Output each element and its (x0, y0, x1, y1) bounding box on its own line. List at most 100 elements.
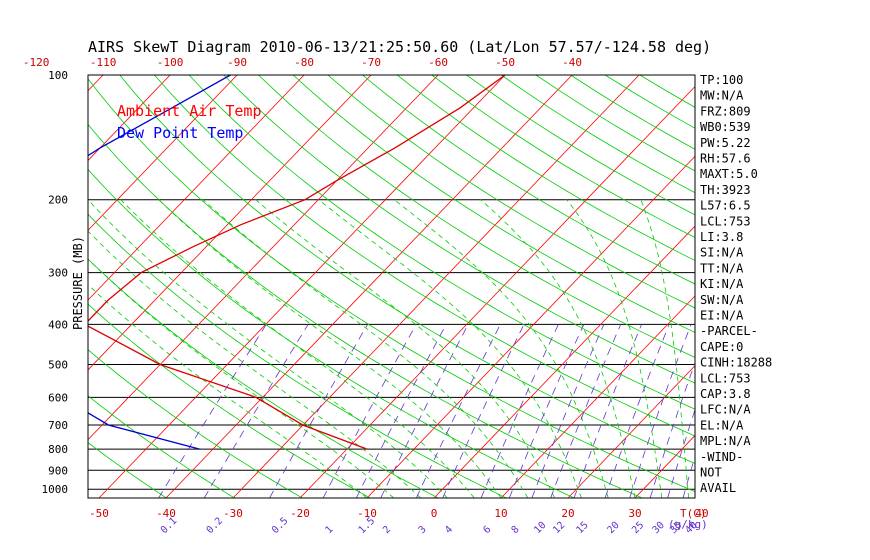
bottom-temp-tick-label: 20 (561, 507, 574, 520)
bottom-temp-tick-label: 10 (494, 507, 507, 520)
dry-adiabat-line (88, 349, 303, 498)
mixing-ratio-label: 6 (481, 524, 493, 536)
side-panel-item: WB0:539 (700, 120, 751, 134)
dry-adiabat-line (258, 75, 695, 358)
isotherm-line (500, 295, 695, 498)
mixing-ratio-line (550, 324, 622, 498)
mixing-ratio-label: 12 (551, 520, 567, 536)
bottom-temp-tick-label: 40 (695, 507, 708, 520)
mixing-ratio-line (531, 324, 605, 498)
dry-adiabat-line (88, 213, 507, 498)
pressure-tick-label: 800 (48, 443, 68, 456)
side-panel-item: KI:N/A (700, 277, 744, 291)
side-panel-item: SI:N/A (700, 246, 744, 260)
moist-adiabat-line (480, 199, 636, 498)
pressure-tick-label: 600 (48, 391, 68, 404)
bottom-temp-tick-label: -20 (290, 507, 310, 520)
side-panel-item: MAXT:5.0 (700, 167, 758, 181)
isotherm-line (88, 75, 439, 441)
dry-adiabat-line (154, 75, 695, 437)
isotherm-line (0, 75, 36, 498)
dry-adiabat-line (327, 75, 695, 309)
dry-adiabat-line (88, 395, 235, 498)
dry-adiabat-line (362, 75, 695, 285)
moist-adiabat-line (88, 284, 368, 498)
pressure-tick-label: 200 (48, 194, 68, 207)
dry-adiabat-line (119, 75, 695, 464)
side-panel-item: LCL:753 (700, 214, 751, 228)
moist-adiabat-line (158, 199, 502, 498)
mixing-ratio-label: 10 (532, 520, 548, 536)
bottom-temp-tick-label: -50 (89, 507, 109, 520)
chart-title: AIRS SkewT Diagram 2010-06-13/21:25:50.6… (88, 38, 711, 56)
side-panel-item: -PARCEL- (700, 324, 758, 338)
mixing-ratio-line (416, 324, 501, 498)
pressure-tick-label: 1000 (42, 483, 69, 496)
dry-adiabat-line (88, 442, 167, 498)
top-temp-tick-label: -80 (294, 56, 314, 69)
side-panel-item: -WIND- (700, 450, 743, 464)
mixing-ratio-line (682, 455, 695, 498)
side-panel-item: EI:N/A (700, 309, 744, 323)
y-axis-label: PRESSURE (MB) (71, 236, 85, 330)
dry-adiabat-line (292, 75, 695, 333)
bottom-temp-tick-label: 0 (431, 507, 438, 520)
side-panel-item: MPL:N/A (700, 434, 751, 448)
side-panel-item: AVAIL (700, 481, 736, 495)
top-temp-tick-label: -120 (23, 56, 50, 69)
mixing-ratio-line (380, 324, 469, 498)
side-panel-item: LFC:N/A (700, 403, 751, 417)
isotherm-line (232, 75, 640, 498)
bottom-temp-tick-label: -30 (223, 507, 243, 520)
mixing-ratio-line (203, 324, 309, 498)
moist-adiabat-line (566, 199, 663, 498)
side-panel-item: SW:N/A (700, 293, 744, 307)
mixing-ratio-line (355, 324, 447, 498)
dry-adiabat-line (223, 75, 695, 384)
top-temp-tick-label: -40 (562, 56, 582, 69)
mixing-ratio-label: 0.2 (205, 516, 226, 537)
moist-adiabat-line (393, 199, 609, 498)
mixing-ratio-line (269, 324, 368, 498)
pressure-tick-label: 300 (48, 267, 68, 280)
temperature-line (88, 75, 506, 450)
mixing-ratio-label: 20 (605, 520, 621, 536)
pressure-tick-label: 900 (48, 464, 68, 477)
side-panel-item: L57:6.5 (700, 199, 751, 213)
top-temp-tick-label: -90 (227, 56, 247, 69)
dewpoint-line (88, 75, 231, 450)
mixing-ratio-line (158, 324, 267, 498)
dry-adiabat-line (88, 303, 371, 498)
mixing-ratio-label: 0.5 (270, 516, 291, 537)
side-panel-item: LCL:753 (700, 371, 751, 385)
moist-adiabat-line (120, 199, 475, 498)
isotherm-line (299, 85, 695, 498)
mixing-ratio-line (480, 324, 559, 498)
side-panel-item: TH:3923 (700, 183, 751, 197)
isotherm-line (88, 75, 305, 301)
dry-adiabat-line (188, 75, 695, 410)
dry-adiabat-line (88, 123, 643, 498)
side-panel-item: CAP:3.8 (700, 387, 751, 401)
mixing-ratio-label: 4 (443, 524, 455, 536)
moist-adiabat-line (88, 258, 395, 498)
legend-entry: Dew Point Temp (117, 124, 243, 142)
mixing-ratio-label: 2 (381, 524, 393, 536)
moist-adiabat-line (88, 230, 421, 498)
side-panel-item: PW:5.22 (700, 136, 751, 150)
mixing-ratio-line (604, 324, 670, 498)
side-panel-item: CAPE:0 (700, 340, 743, 354)
isotherm-line (165, 75, 573, 498)
bottom-unit-label: T(C) (680, 507, 707, 520)
dry-adiabat-line (500, 75, 695, 194)
side-panel-item: EL:N/A (700, 418, 744, 432)
mixing-unit-label: (g/kg) (668, 518, 708, 531)
mixing-ratio-label: 15 (574, 520, 590, 536)
side-panel-item: CINH:18288 (700, 356, 772, 370)
legend-entry: Ambient Air Temp (117, 102, 262, 120)
isotherm-line (567, 365, 695, 498)
mixing-ratio-line (649, 361, 695, 498)
top-temp-tick-label: -50 (495, 56, 515, 69)
